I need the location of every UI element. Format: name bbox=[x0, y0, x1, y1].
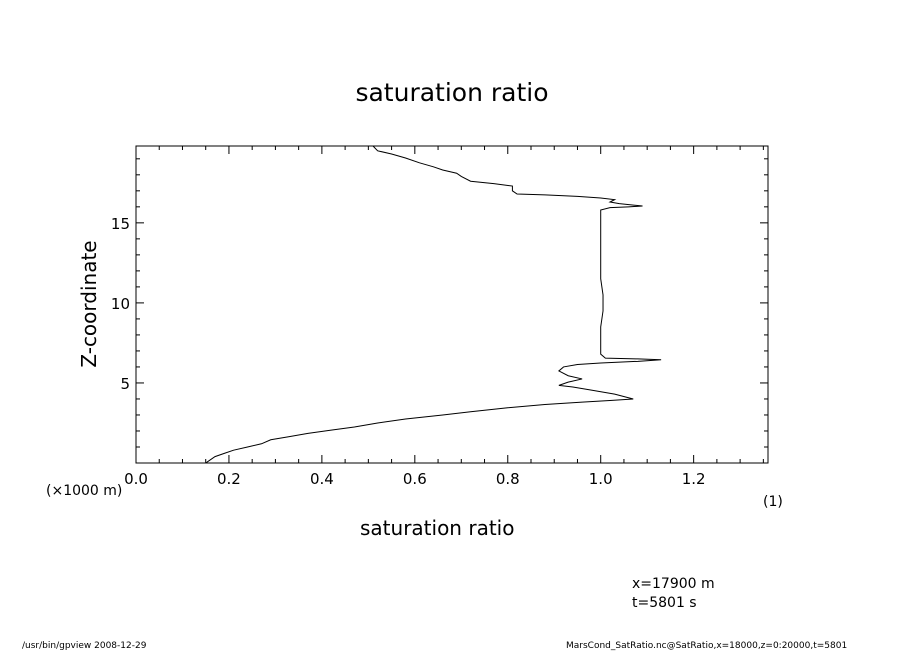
x-axis-unit: (1) bbox=[763, 494, 783, 510]
x-tick-label: 1.2 bbox=[682, 470, 706, 488]
y-axis-label: Z-coordinate bbox=[77, 240, 101, 368]
x-tick-label: 0.0 bbox=[124, 470, 148, 488]
y-tick-label: 5 bbox=[120, 375, 130, 393]
x-axis-label: saturation ratio bbox=[360, 516, 515, 540]
footer-command: /usr/bin/gpview 2008-12-29 bbox=[22, 641, 147, 651]
x-tick-label: 0.2 bbox=[217, 470, 241, 488]
footer-source: MarsCond_SatRatio.nc@SatRatio,x=18000,z=… bbox=[566, 641, 848, 651]
x-tick-label: 0.6 bbox=[403, 470, 427, 488]
chart-title: saturation ratio bbox=[355, 78, 549, 107]
axis-tick-labels: 0.0 0.2 0.4 0.6 0.8 1.0 1.2 5 10 15 bbox=[111, 215, 706, 488]
x-position-note: x=17900 m bbox=[632, 576, 715, 592]
x-tick-label: 0.4 bbox=[310, 470, 334, 488]
y-tick-label: 15 bbox=[111, 215, 130, 233]
series-line bbox=[205, 145, 662, 464]
x-tick-label: 0.8 bbox=[496, 470, 520, 488]
time-note: t=5801 s bbox=[632, 595, 697, 611]
y-axis-unit: (×1000 m) bbox=[46, 483, 123, 499]
y-tick-label: 10 bbox=[111, 295, 130, 313]
axis-ticks bbox=[135, 146, 768, 463]
plot-frame bbox=[135, 145, 769, 464]
x-tick-label: 1.0 bbox=[589, 470, 613, 488]
